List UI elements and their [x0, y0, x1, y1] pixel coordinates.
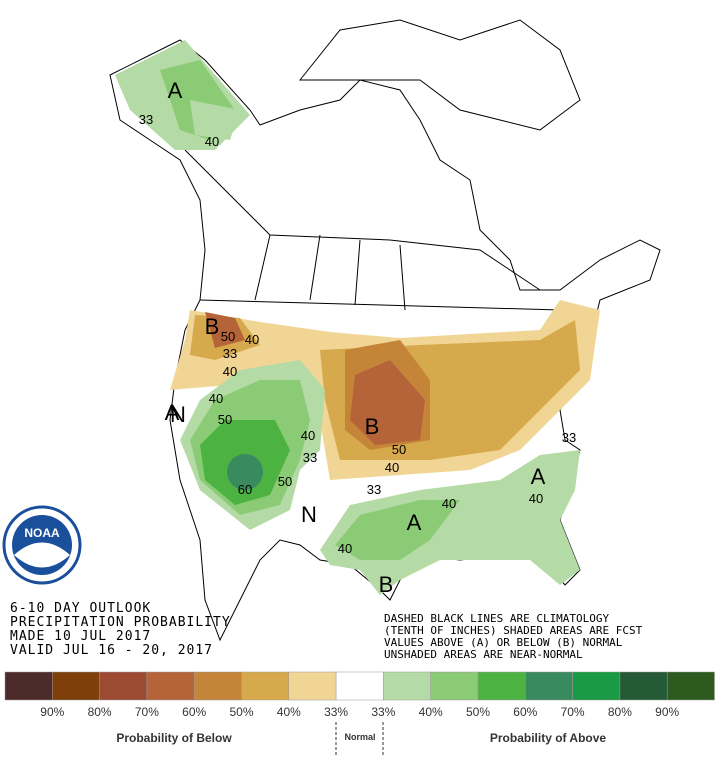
- map-label: 40: [529, 491, 543, 506]
- legend-label: 50%: [229, 705, 253, 719]
- map-label: B: [365, 414, 380, 439]
- logo-text: NOAA: [24, 526, 60, 540]
- legend-swatch: [52, 671, 100, 701]
- legend-swatch: [666, 671, 715, 701]
- header-line: 6-10 DAY OUTLOOK: [10, 601, 151, 616]
- legend-swatch: [99, 671, 148, 701]
- map-label: 40: [301, 428, 315, 443]
- legend-label: 70%: [561, 705, 585, 719]
- legend-label: 90%: [655, 705, 679, 719]
- logo-wave: [14, 542, 70, 568]
- legend-swatch: [288, 671, 337, 701]
- legend-label: 40%: [419, 705, 443, 719]
- legend-swatch: [146, 671, 195, 701]
- legend-swatch: [193, 671, 242, 701]
- note-line: DASHED BLACK LINES ARE CLIMATOLOGY: [384, 612, 610, 625]
- map-label: 33: [562, 430, 576, 445]
- map-label: 40: [209, 391, 223, 406]
- legend-swatch: [383, 671, 431, 701]
- legend-swatch: [4, 671, 53, 701]
- legend-label: 80%: [88, 705, 112, 719]
- below-60-nw: [205, 312, 245, 348]
- legend-swatch: [525, 671, 573, 701]
- legend-above: Probability of Above: [490, 731, 607, 745]
- note: DASHED BLACK LINES ARE CLIMATOLOGY (TENT…: [384, 612, 643, 661]
- map-label: 33: [303, 450, 317, 465]
- note-line: VALUES ABOVE (A) OR BELOW (B) NORMAL: [384, 636, 623, 649]
- map-label: 40: [442, 496, 456, 511]
- map-label: A: [531, 464, 546, 489]
- legend-swatch: [241, 671, 290, 701]
- legend-normal: Normal: [344, 732, 375, 742]
- map-label: 50: [392, 442, 406, 457]
- map-label: 60: [238, 482, 252, 497]
- header-line: MADE 10 JUL 2017: [10, 629, 151, 644]
- header-line: VALID JUL 16 - 20, 2017: [10, 643, 213, 658]
- above-40-se: [335, 500, 460, 560]
- map-label: B: [205, 314, 220, 339]
- map-label: 50: [278, 474, 292, 489]
- map-label: A: [168, 78, 183, 103]
- legend-label: 33%: [324, 705, 348, 719]
- legend-swatch: [430, 671, 479, 701]
- legend-label: 80%: [608, 705, 632, 719]
- map-label: 40: [338, 541, 352, 556]
- note-line: UNSHADED AREAS ARE NEAR-NORMAL: [384, 648, 583, 661]
- legend-label: 40%: [277, 705, 301, 719]
- map-label: 33: [139, 112, 153, 127]
- legend-label: 33%: [371, 705, 395, 719]
- below-60: [350, 360, 425, 445]
- legend-swatch: [477, 671, 526, 701]
- map-label: 40: [385, 460, 399, 475]
- map-label: 33: [367, 482, 381, 497]
- map-label: 40: [245, 332, 259, 347]
- logo: NOAA: [2, 505, 82, 585]
- map-label: N: [170, 402, 186, 427]
- legend-label: 90%: [40, 705, 64, 719]
- legend-below: Probability of Below: [116, 731, 232, 745]
- legend-swatch: [572, 671, 621, 701]
- map-label: A: [165, 400, 180, 425]
- map-label: 50: [221, 329, 235, 344]
- legend-label: 70%: [135, 705, 159, 719]
- above-60-sw: [227, 454, 263, 490]
- legend-label: 50%: [466, 705, 490, 719]
- map-label: 50: [218, 412, 232, 427]
- map-label: 40: [205, 134, 219, 149]
- note-line: (TENTH OF INCHES) SHADED AREAS ARE FCST: [384, 624, 643, 637]
- map-label: 33: [223, 346, 237, 361]
- map-label: B: [379, 572, 394, 597]
- legend-label: 60%: [182, 705, 206, 719]
- legend-swatch: [619, 671, 668, 701]
- legend-label: 60%: [513, 705, 537, 719]
- map-label: A: [407, 510, 422, 535]
- above-33-inner: [190, 100, 240, 140]
- map-label: N: [301, 502, 317, 527]
- forecast-shading: [115, 40, 600, 595]
- header: 6-10 DAY OUTLOOK PRECIPITATION PROBABILI…: [10, 601, 231, 658]
- header-line: PRECIPITATION PROBABILITY: [10, 615, 231, 630]
- legend-swatch: [335, 671, 384, 701]
- map-label: 40: [223, 364, 237, 379]
- legend: Probability of Below Normal Probability …: [4, 671, 715, 756]
